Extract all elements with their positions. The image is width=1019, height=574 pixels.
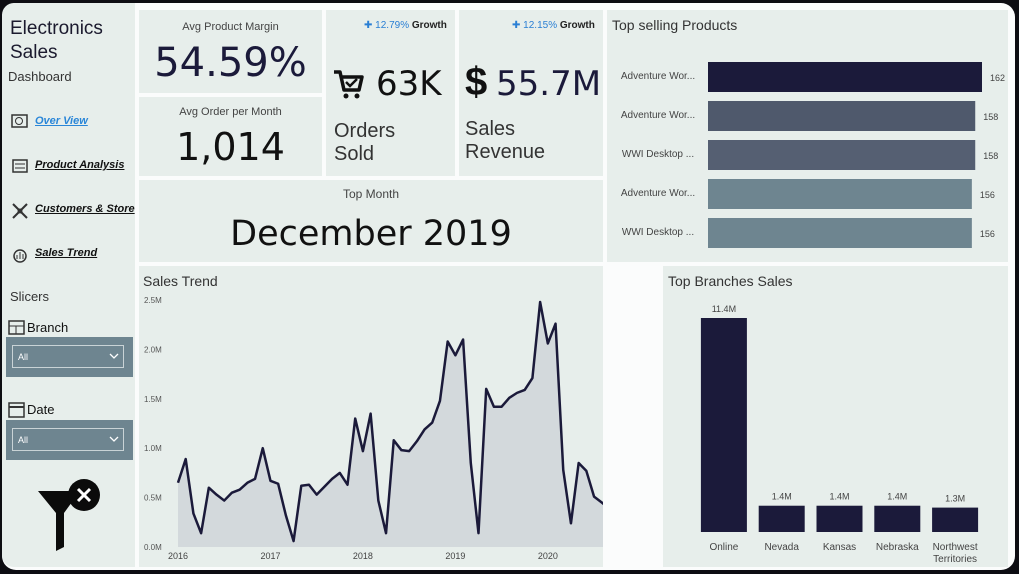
chevron	[109, 353, 119, 359]
x-tick-label: Online	[709, 542, 739, 553]
slicer-label: Branch	[27, 320, 69, 335]
data-label: 1.4M	[772, 492, 792, 502]
sidebar-subtitle: Dashboard	[8, 69, 72, 84]
y-tick-label: 0.5M	[144, 494, 162, 503]
data-label: 158	[983, 112, 998, 122]
bar	[932, 507, 979, 532]
kpi-value: 63K	[376, 64, 442, 104]
kpi-label: Sales Revenue	[465, 118, 546, 163]
nav-link[interactable]: Over View	[35, 115, 88, 127]
slicer-label: Date	[27, 402, 55, 417]
bar	[708, 218, 972, 248]
chart: 162 158 158 156 156	[708, 62, 1005, 248]
kpi-value: December 2019	[230, 214, 512, 254]
data-label: 1.3M	[945, 494, 965, 504]
bar	[758, 505, 805, 532]
bar	[708, 140, 976, 170]
growth-value: 12.15%	[523, 20, 558, 31]
kpi-label: Top Month	[342, 187, 400, 201]
x-tick-label: Nevada	[764, 542, 799, 553]
growth: ✚ 12.79% Growth	[364, 20, 447, 31]
data-label: 1.4M	[887, 492, 907, 502]
currency-symbol: $	[465, 60, 488, 104]
y-tick-label: 2.5M	[144, 296, 162, 305]
chevron	[109, 436, 119, 442]
dashboard: Electronics Sales Dashboard Over View Pr…	[2, 3, 1015, 570]
x-tick-label: Northwest Territories	[932, 542, 978, 565]
dropdown[interactable]: All	[12, 428, 124, 451]
dropdown[interactable]: All	[12, 345, 124, 368]
sidebar: Electronics Sales Dashboard Over View Pr…	[2, 3, 135, 567]
kpi-card: ✚ 12.79% Growth 63K Orders Sold	[326, 10, 455, 176]
kpi-label: Avg Product Margin	[182, 21, 279, 33]
chart-title: Top selling Products	[612, 17, 738, 33]
area	[178, 301, 603, 547]
data-label: 162	[990, 73, 1005, 83]
x-tick-label: 2017	[260, 551, 280, 561]
bar	[708, 101, 976, 131]
x-tick-label: 2018	[353, 551, 373, 561]
bar	[816, 505, 863, 532]
x-tick-label: Nebraska	[875, 542, 919, 553]
bar	[708, 179, 972, 209]
data-label: 156	[980, 190, 995, 200]
y-tick-label: 2.0M	[144, 345, 162, 354]
nav-icons	[11, 114, 28, 263]
data-label: 156	[980, 229, 995, 239]
sidebar-title: Electronics Sales	[10, 18, 103, 63]
growth-label: Growth	[411, 20, 447, 31]
data-label: 158	[983, 151, 998, 161]
x-tick-label: Kansas	[822, 542, 857, 553]
nav-link[interactable]: Product Analysis	[35, 159, 125, 171]
kpi-label: Orders Sold	[334, 120, 396, 165]
cart-icon	[334, 70, 364, 99]
slicer-box: All	[6, 420, 133, 460]
growth: ✚ 12.15% Growth	[512, 20, 595, 31]
kpi-card: Top Month December 2019	[139, 180, 603, 262]
kpi-card: Avg Order per Month 1,014	[139, 97, 322, 176]
bar	[708, 62, 982, 92]
chart-title: Top Branches Sales	[668, 273, 793, 289]
growth-value: 12.79%	[375, 20, 410, 31]
y-tick-label: WWI Desktop ...	[621, 149, 695, 160]
y-tick-label: Adventure Wor...	[620, 110, 696, 121]
bar	[700, 318, 747, 532]
y-tick-label: WWI Desktop ...	[621, 227, 695, 238]
data-label: 1.4M	[829, 492, 849, 502]
x-tick-label: 2020	[538, 551, 558, 561]
kpi-label: Avg Order per Month	[179, 106, 282, 118]
y-tick-label: 1.0M	[144, 444, 162, 453]
kpi-value: 54.59%	[154, 40, 307, 86]
chart-card: Top selling Products 162 158 158 156 156 Adv…	[607, 10, 1008, 262]
kpi-card: ✚ 12.15% Growth $ 55.7M Sales Revenue	[459, 10, 603, 176]
chart-title: Sales Trend	[143, 273, 218, 289]
growth-label: Growth	[559, 20, 595, 31]
kpi-value: 1,014	[176, 125, 285, 169]
data-label: 11.4M	[712, 304, 736, 314]
y-tick-label: 0.0M	[144, 543, 162, 552]
bar	[874, 505, 921, 532]
slicer-box: All	[6, 337, 133, 377]
line	[176, 300, 603, 543]
y-tick-label: Adventure Wor...	[620, 71, 696, 82]
kpi-card: Avg Product Margin 54.59%	[139, 10, 322, 93]
dropdown-value: All	[18, 352, 29, 362]
clear-filter-button[interactable]	[36, 477, 106, 553]
slicers-title: Slicers	[10, 289, 50, 304]
chart: 0.0M 0.5M 1.0M 1.5M 2.0M 2.5M 2016 2017 2018 2019…	[144, 296, 603, 561]
slicer-icons	[8, 320, 25, 418]
nav-link[interactable]: Sales Trend	[35, 247, 98, 259]
nav-link[interactable]: Customers & Store	[35, 203, 135, 215]
y-tick-label: 1.5M	[144, 395, 162, 404]
dropdown-value: All	[18, 435, 29, 445]
kpi-value: 55.7M	[496, 64, 602, 104]
chart-card: Sales Trend 0.0M 0.5M 1.0M 1.5M 2.0M 2.5M 2016…	[139, 266, 603, 567]
chart: 11.4M 1.4M 1.4M 1.4M 1.3M	[700, 304, 979, 532]
x-tick-label: 2019	[445, 551, 465, 561]
chart-card: Top Branches Sales 11.4M 1.4M 1.4M 1.4M 1.3M…	[663, 266, 1008, 567]
y-tick-label: Adventure Wor...	[620, 188, 696, 199]
x-tick-label: 2016	[168, 551, 188, 561]
